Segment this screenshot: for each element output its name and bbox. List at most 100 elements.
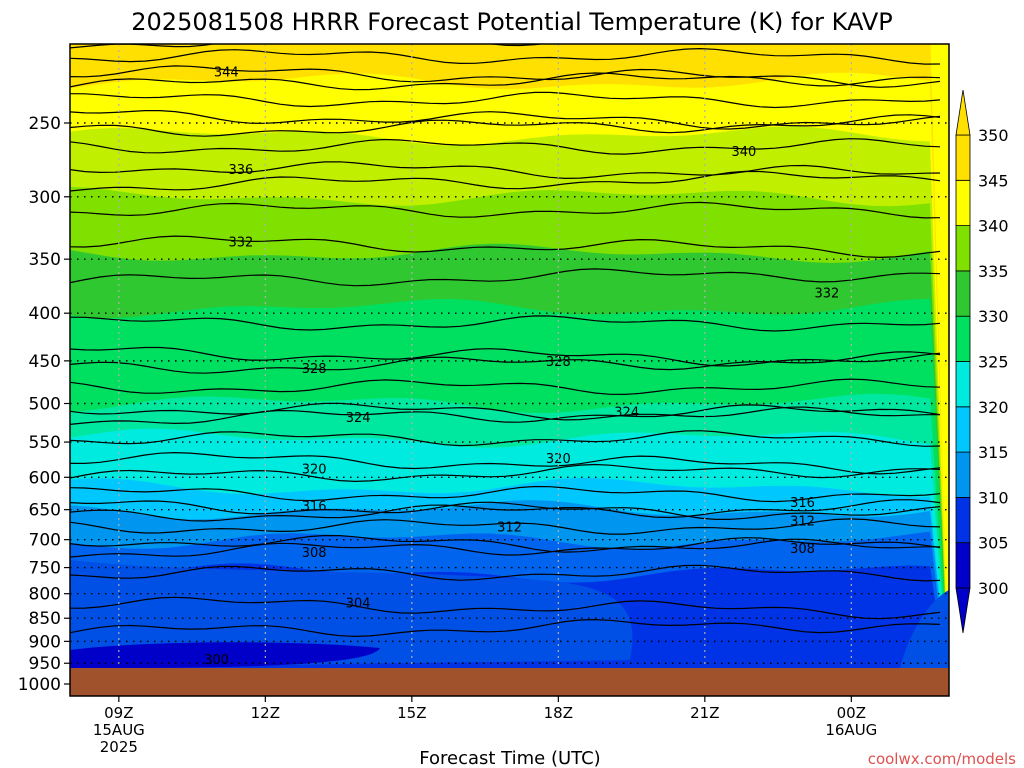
contour-line <box>70 463 941 483</box>
contour-line <box>70 534 940 553</box>
contour-line <box>70 65 941 88</box>
colorbar-swatch <box>955 496 971 544</box>
colorbar-label: 300 <box>978 579 1009 598</box>
y-tick-label: 600 <box>29 468 61 488</box>
y-tick-label: 800 <box>29 585 61 605</box>
contour-line <box>70 378 941 396</box>
contour-label: 332 <box>229 235 254 250</box>
contour-line <box>70 404 941 425</box>
y-axis: 250 300 350 400 450 500 550 600 650 700 750 800 850 9… <box>18 114 70 695</box>
contour-label: 324 <box>614 406 639 421</box>
contour-label: 320 <box>302 462 327 477</box>
contour-line <box>70 91 941 109</box>
contour-line <box>70 114 941 137</box>
contour-line <box>70 518 941 535</box>
contour-label: 312 <box>790 515 815 530</box>
colorbar-swatch <box>955 542 971 589</box>
y-tick-label: 650 <box>29 501 61 521</box>
x-tick-label: 00Z <box>837 704 866 722</box>
credit-text: coolwx.com/models <box>868 750 1016 768</box>
y-tick-label: 350 <box>29 250 61 270</box>
colorbar-label: 340 <box>978 217 1009 236</box>
colorbar-label: 310 <box>978 488 1009 507</box>
contour-line <box>70 500 941 520</box>
contour-line <box>70 596 941 620</box>
contour-line <box>70 201 941 219</box>
plot-frame <box>69 43 950 697</box>
y-tick-label: 450 <box>29 352 61 372</box>
contour-line <box>70 315 941 332</box>
y-tick-label: 750 <box>29 559 61 579</box>
colorbar-arrow-top <box>955 89 971 136</box>
contour-label: 300 <box>204 653 229 668</box>
contour-line <box>70 47 941 65</box>
contour-label: 316 <box>790 496 815 511</box>
contour-label: 328 <box>302 362 327 377</box>
contour-line <box>70 537 941 558</box>
contour-line <box>70 402 941 421</box>
colorbar-swatch <box>955 179 971 227</box>
contour-label: 336 <box>229 163 254 178</box>
colorbar-label: 315 <box>978 443 1009 462</box>
x-axis-label: Forecast Time (UTC) <box>419 748 600 768</box>
x-tick-label: 18Z <box>544 704 573 722</box>
x-tick-label: 12Z <box>251 704 280 722</box>
x-tick-label: 21Z <box>690 704 719 722</box>
y-tick-label: 850 <box>29 609 61 629</box>
contour-label: 324 <box>346 411 371 426</box>
contour-label: 344 <box>214 65 239 80</box>
colorbar-arrow-bottom <box>955 587 971 634</box>
contour-line <box>70 485 941 503</box>
x-tick-label: 2025 <box>100 738 138 756</box>
contour-label: 308 <box>302 546 327 561</box>
contour-label: 312 <box>497 521 522 536</box>
y-tick-label: 500 <box>29 395 61 415</box>
contour-line <box>70 268 941 287</box>
y-tick-label: 250 <box>29 114 61 134</box>
colorbar-label: 345 <box>978 171 1009 190</box>
colorbar-label: 305 <box>978 534 1009 553</box>
colorbar-swatch <box>955 451 971 498</box>
y-tick-label: 700 <box>29 531 61 551</box>
colorbar-label: 325 <box>978 353 1009 372</box>
contour-line <box>70 351 941 374</box>
y-tick-label: 400 <box>29 304 61 324</box>
contour-label: 304 <box>346 597 371 612</box>
colorbar-swatch <box>955 134 971 181</box>
contour-line <box>70 161 941 180</box>
colorbar-swatch <box>955 406 971 453</box>
contour-line <box>70 451 941 475</box>
contour-line <box>70 346 941 367</box>
contour-label: 332 <box>815 286 840 301</box>
chart-title: 2025081508 HRRR Forecast Potential Tempe… <box>131 8 892 36</box>
y-tick-label: 900 <box>29 632 61 652</box>
contour-line <box>70 564 941 582</box>
x-tick-label: 09Z <box>104 704 133 722</box>
contour-line <box>70 110 941 130</box>
contour-label: 340 <box>731 145 756 160</box>
contour-label: 316 <box>302 499 327 514</box>
terrain-band <box>70 668 949 696</box>
x-tick-label: 16AUG <box>825 721 877 739</box>
contour-line <box>70 618 941 638</box>
contour-line <box>70 138 941 155</box>
y-tick-label: 300 <box>29 188 61 208</box>
x-tick-label: 15Z <box>397 704 426 722</box>
x-tick-label: 15AUG <box>93 721 145 739</box>
colorbar-swatch <box>955 270 971 317</box>
y-tick-label: 550 <box>29 433 61 453</box>
colorbar: 300 305 310 315 320 325 330 335 340 345 350 <box>955 89 1009 634</box>
colorbar-label: 335 <box>978 262 1009 281</box>
y-tick-label: 950 <box>29 654 61 674</box>
colorbar-label: 320 <box>978 398 1009 417</box>
contour-label: 308 <box>790 542 815 557</box>
colorbar-label: 350 <box>978 126 1009 145</box>
contour-line <box>70 72 941 91</box>
contour-line <box>70 235 941 259</box>
colorbar-swatch <box>955 361 971 408</box>
colorbar-label: 330 <box>978 307 1009 326</box>
y-tick-label: 1000 <box>18 675 61 695</box>
